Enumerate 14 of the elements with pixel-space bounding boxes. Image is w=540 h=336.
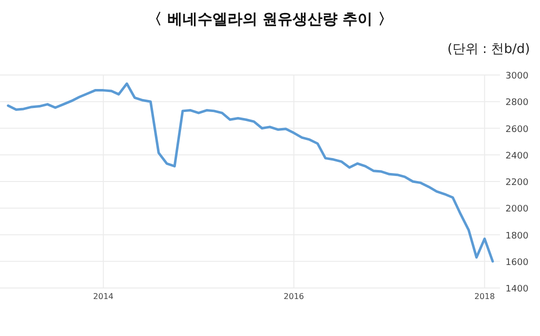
x-tick-label: 2016 [284, 292, 304, 301]
y-tick-label: 3000 [506, 72, 529, 82]
y-tick-label: 2800 [506, 98, 529, 108]
x-tick-label: 2018 [474, 292, 495, 301]
chart-title: 〈 베네수엘라의 원유생산량 추이 〉 [147, 10, 393, 28]
x-tick-label: 2014 [93, 292, 114, 301]
chart-subtitle: (단위 : 천b/d) [447, 42, 530, 57]
y-tick-label: 1400 [506, 284, 529, 294]
y-tick-label: 2200 [506, 178, 529, 188]
y-tick-label: 1800 [506, 231, 529, 242]
y-tick-label: 2600 [506, 124, 529, 135]
y-tick-label: 2400 [506, 151, 529, 162]
y-tick-label: 1600 [506, 258, 529, 268]
y-tick-label: 2000 [506, 204, 529, 215]
